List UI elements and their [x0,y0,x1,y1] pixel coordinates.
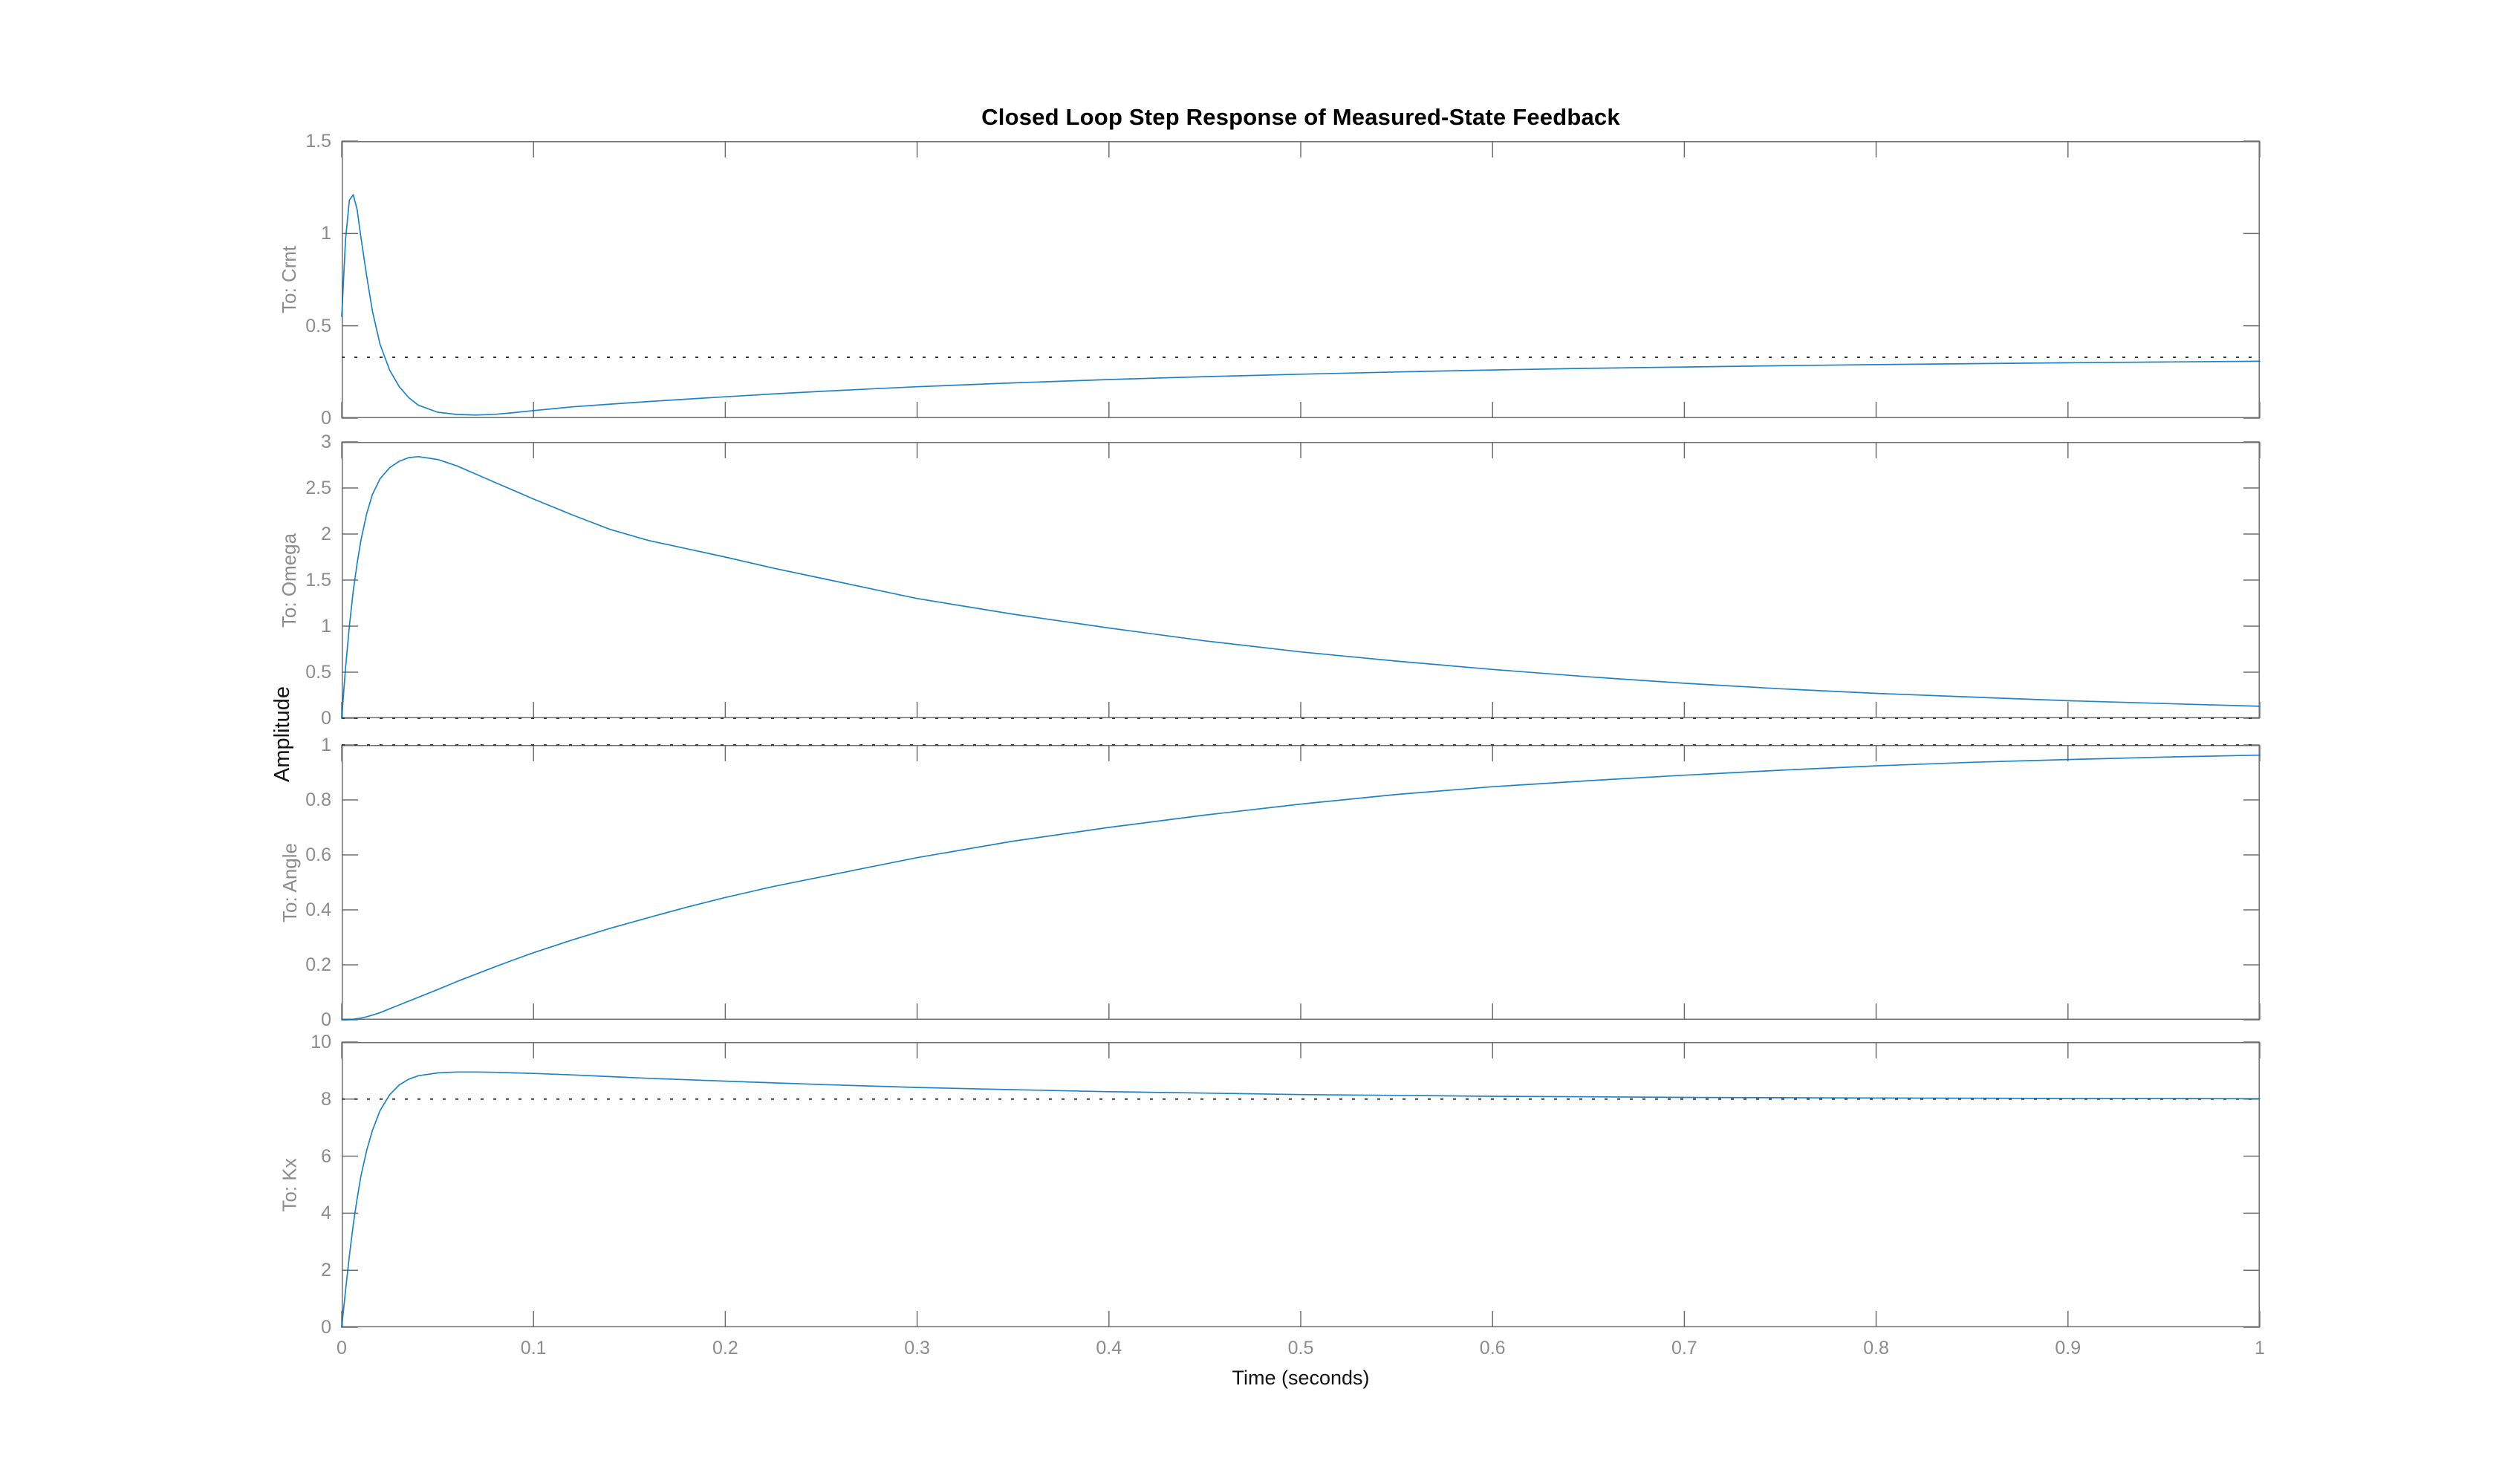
kx-axis-label: To: Kx [278,1157,301,1212]
subplot-angle: To: Angle 0 0.2 0.4 0.6 0.8 1 [279,735,2261,1029]
x-tick-label: 0.1 [520,1338,547,1358]
crnt-plot-canvas [341,140,2261,419]
y-tick-label: 6 [321,1145,331,1167]
subplot-crnt: To: Crnt 0 0.5 1 1.5 [279,131,2261,428]
x-tick-label: 0 [337,1338,347,1358]
y-tick-label: 1 [321,223,331,244]
kx-plot-canvas [341,1041,2261,1328]
y-tick-label: 1 [321,616,331,637]
y-tick-label: 0.5 [305,315,331,336]
y-tick-label: 0.4 [305,899,331,920]
y-tick-label: 0.2 [305,954,331,975]
response-curve [341,754,2261,1021]
y-tick-label: 2 [321,524,331,544]
angle-axis-label: To: Angle [278,842,301,922]
x-tick-label: 0.2 [712,1338,738,1358]
x-tick-label: 0.7 [1671,1338,1697,1358]
y-tick-label: 0 [321,408,331,429]
y-tick-label: 10 [311,1032,331,1052]
x-tick-label: 0.4 [1096,1338,1122,1358]
response-curve [341,194,2261,416]
y-tick-label: 4 [321,1203,331,1224]
y-tick-label: 3 [321,432,331,452]
y-tick-label: 2 [321,1260,331,1281]
y-tick-label: 1.5 [305,570,331,590]
x-tick-label: 0.3 [904,1338,930,1358]
subplot-omega: To: Omega 0 0.5 1 1.5 2 2.5 3 [279,432,2261,728]
angle-plot-canvas [341,744,2261,1021]
subplot-kx: To: Kx 0 2 4 6 8 10 [279,1032,2261,1337]
y-tick-label: 0.6 [305,844,331,865]
x-tick-label: 0.8 [1863,1338,1889,1358]
y-tick-label: 0 [321,1317,331,1338]
y-tick-label: 2.5 [305,478,331,498]
x-tick-label: 1 [2255,1338,2265,1358]
response-curve [341,455,2261,719]
y-tick-label: 0.5 [305,662,331,683]
chart-title: Closed Loop Step Response of Measured-St… [981,104,1620,130]
x-tick-label: 0.5 [1287,1338,1314,1358]
y-tick-label: 8 [321,1088,331,1110]
x-axis-label: Time (seconds) [1232,1367,1370,1389]
x-tick-label: 0.6 [1479,1338,1506,1358]
x-tick-label: 0.9 [2055,1338,2081,1358]
crnt-axis-label: To: Crnt [278,245,301,314]
omega-plot-canvas [341,441,2261,719]
y-tick-label: 0 [321,708,331,729]
y-tick-label: 0.8 [305,790,331,810]
y-tick-label: 1 [321,735,331,755]
response-curve [341,1071,2261,1328]
y-tick-label: 0 [321,1009,331,1030]
y-tick-label: 1.5 [305,131,331,152]
